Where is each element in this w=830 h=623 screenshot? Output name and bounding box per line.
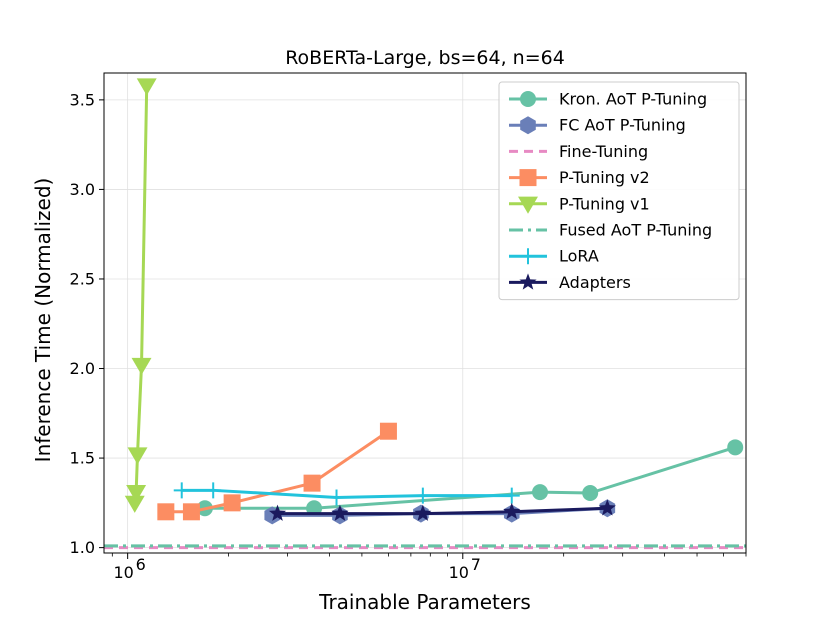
- legend-item: FC AoT P-Tuning: [509, 116, 686, 135]
- plot-frame: [103, 72, 747, 554]
- data-point: [268, 504, 287, 521]
- series-lora: [173, 482, 520, 506]
- data-point: [126, 484, 147, 503]
- series-p-tuning-v2: [157, 422, 397, 521]
- data-point: [379, 422, 397, 440]
- data-point: [205, 482, 222, 499]
- legend-marker: [520, 116, 536, 135]
- legend-item: Kron. AoT P-Tuning: [509, 90, 707, 109]
- data-point: [414, 504, 432, 521]
- legend-label: P-Tuning v1: [559, 194, 650, 213]
- data-point: [532, 484, 549, 501]
- y-tick-label: 2.5: [70, 269, 95, 288]
- legend-label: Kron. AoT P-Tuning: [559, 90, 707, 109]
- y-tick-label: 1.5: [70, 449, 95, 468]
- data-point: [131, 357, 152, 375]
- data-point: [127, 447, 148, 465]
- reference-lines: [104, 544, 746, 550]
- legend-label: Fused AoT P-Tuning: [559, 221, 712, 240]
- data-point: [173, 482, 190, 499]
- legend-item: Adapters: [509, 273, 631, 292]
- data-point: [328, 489, 345, 506]
- legend-item: Fine-Tuning: [509, 142, 648, 161]
- legend-item: P-Tuning v2: [509, 168, 650, 187]
- legend-item: Fused AoT P-Tuning: [509, 221, 712, 240]
- legend-marker: [519, 273, 537, 290]
- legend: Kron. AoT P-Tuning FC AoT P-Tuning Fine-Tu…: [498, 81, 740, 301]
- data-point: [598, 499, 616, 516]
- x-tick-label-exponent: 7: [471, 555, 481, 574]
- data-point: [303, 474, 321, 492]
- x-tick-label: 10: [113, 563, 133, 582]
- data-point: [182, 503, 200, 521]
- y-tick-label: 2.0: [70, 359, 95, 378]
- legend-marker: [520, 248, 536, 265]
- legend-box: [498, 81, 740, 301]
- data-point: [582, 485, 599, 501]
- data-point: [136, 78, 157, 96]
- legend-marker: [519, 169, 537, 187]
- legend-label: Adapters: [559, 273, 631, 292]
- x-axis-label: Trainable Parameters: [318, 590, 531, 614]
- data-point: [157, 503, 175, 521]
- x-tick-label: 10: [449, 563, 469, 582]
- x-tick-label-exponent: 6: [136, 555, 146, 574]
- data-point: [414, 487, 431, 504]
- legend-marker: [520, 91, 536, 107]
- chart-title: RoBERTa-Large, bs=64, n=64: [285, 47, 565, 69]
- legend-label: FC AoT P-Tuning: [559, 116, 686, 135]
- data-point: [223, 494, 241, 512]
- series-layer: [124, 78, 744, 525]
- data-point: [727, 439, 744, 456]
- series-adapters: [268, 499, 616, 521]
- legend-label: P-Tuning v2: [559, 168, 650, 187]
- y-axis-label: Inference Time (Normalized): [31, 178, 55, 463]
- legend-marker: [518, 196, 538, 214]
- data-point: [331, 504, 349, 521]
- legend-label: LoRA: [559, 247, 599, 266]
- legend-item: P-Tuning v1: [509, 194, 650, 214]
- series-p-tuning-v1: [124, 78, 157, 513]
- legend-item: LoRA: [509, 247, 599, 266]
- legend-label: Fine-Tuning: [559, 142, 648, 161]
- y-tick-label: 3.5: [70, 90, 95, 109]
- data-point: [503, 502, 521, 520]
- data-point: [124, 495, 145, 513]
- ticks: 1.01.52.02.53.03.510 6 10 7: [70, 90, 747, 582]
- data-point: [503, 487, 520, 504]
- y-tick-label: 3.0: [70, 180, 95, 199]
- y-tick-label: 1.0: [70, 538, 95, 557]
